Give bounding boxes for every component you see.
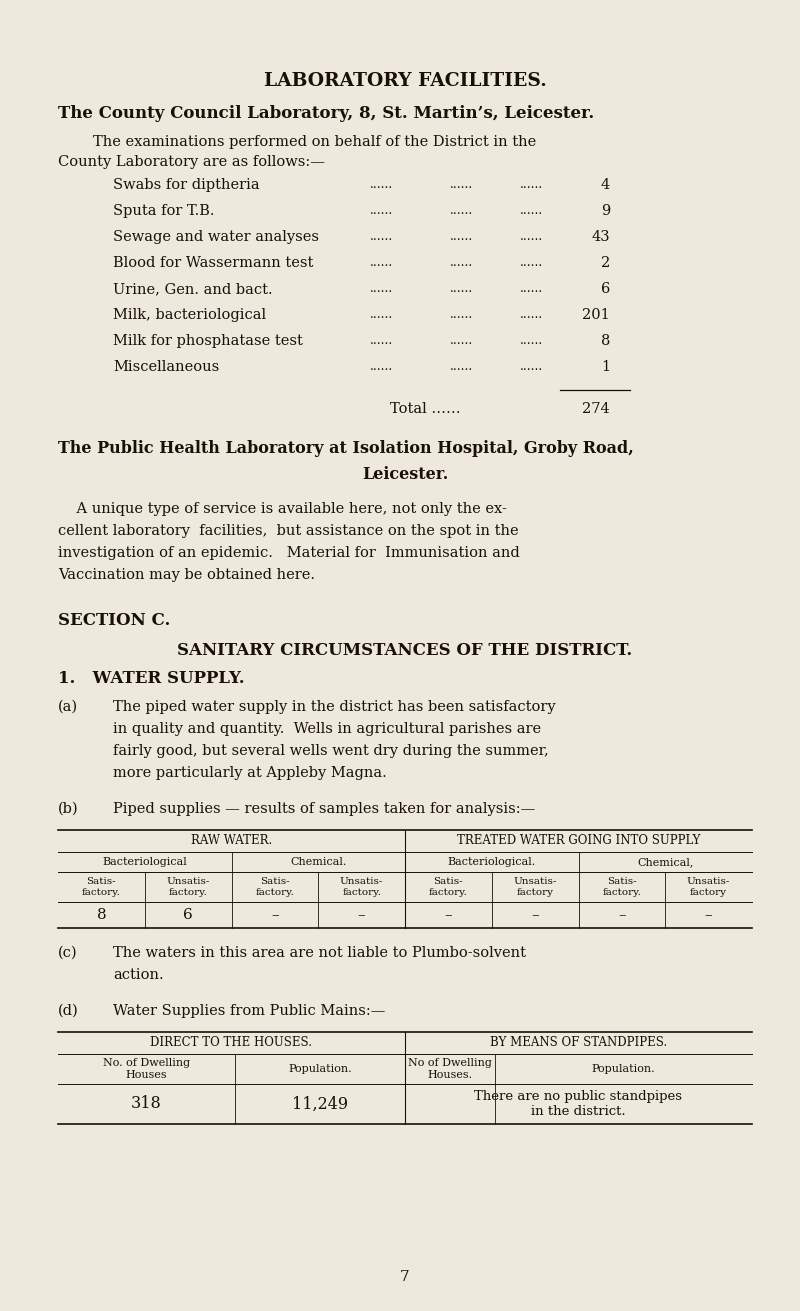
Text: ......: ...... bbox=[520, 282, 543, 295]
Text: 1: 1 bbox=[601, 361, 610, 374]
Text: Piped supplies — results of samples taken for analysis:—: Piped supplies — results of samples take… bbox=[113, 802, 535, 815]
Text: Population.: Population. bbox=[288, 1065, 352, 1074]
Text: TREATED WATER GOING INTO SUPPLY: TREATED WATER GOING INTO SUPPLY bbox=[457, 835, 700, 847]
Text: 318: 318 bbox=[131, 1096, 162, 1113]
Text: County Laboratory are as follows:—: County Laboratory are as follows:— bbox=[58, 155, 325, 169]
Text: Sputa for T.B.: Sputa for T.B. bbox=[113, 205, 214, 218]
Text: (b): (b) bbox=[58, 802, 78, 815]
Text: –: – bbox=[618, 909, 626, 922]
Text: (d): (d) bbox=[58, 1004, 78, 1019]
Text: Satis-
factory.: Satis- factory. bbox=[255, 877, 294, 897]
Text: 4: 4 bbox=[601, 178, 610, 191]
Text: ......: ...... bbox=[520, 178, 543, 191]
Text: Unsatis-
factory.: Unsatis- factory. bbox=[166, 877, 210, 897]
Text: ......: ...... bbox=[450, 205, 474, 218]
Text: Bacteriological.: Bacteriological. bbox=[448, 857, 536, 867]
Text: No of Dwelling
Houses.: No of Dwelling Houses. bbox=[408, 1058, 492, 1080]
Text: LABORATORY FACILITIES.: LABORATORY FACILITIES. bbox=[264, 72, 546, 90]
Text: ......: ...... bbox=[520, 229, 543, 243]
Text: DIRECT TO THE HOUSES.: DIRECT TO THE HOUSES. bbox=[150, 1037, 313, 1050]
Text: action.: action. bbox=[113, 968, 164, 982]
Text: ......: ...... bbox=[450, 282, 474, 295]
Text: ......: ...... bbox=[370, 334, 394, 347]
Text: Urine, Gen. and bact.: Urine, Gen. and bact. bbox=[113, 282, 273, 296]
Text: Satis-
factory.: Satis- factory. bbox=[602, 877, 642, 897]
Text: ......: ...... bbox=[370, 361, 394, 374]
Text: ......: ...... bbox=[520, 334, 543, 347]
Text: more particularly at Appleby Magna.: more particularly at Appleby Magna. bbox=[113, 766, 386, 780]
Text: ......: ...... bbox=[450, 229, 474, 243]
Text: (a): (a) bbox=[58, 700, 78, 714]
Text: Population.: Population. bbox=[592, 1065, 655, 1074]
Text: fairly good, but several wells went dry during the summer,: fairly good, but several wells went dry … bbox=[113, 745, 549, 758]
Text: 43: 43 bbox=[591, 229, 610, 244]
Text: The examinations performed on behalf of the District in the: The examinations performed on behalf of … bbox=[93, 135, 536, 149]
Text: Unsatis-
factory: Unsatis- factory bbox=[514, 877, 557, 897]
Text: ......: ...... bbox=[450, 178, 474, 191]
Text: ......: ...... bbox=[450, 334, 474, 347]
Text: –: – bbox=[358, 909, 366, 922]
Text: Blood for Wassermann test: Blood for Wassermann test bbox=[113, 256, 314, 270]
Text: Chemical,: Chemical, bbox=[637, 857, 694, 867]
Text: The Public Health Laboratory at Isolation Hospital, Groby Road,: The Public Health Laboratory at Isolatio… bbox=[58, 440, 634, 458]
Text: Total ……: Total …… bbox=[390, 402, 461, 416]
Text: investigation of an epidemic.   Material for  Immunisation and: investigation of an epidemic. Material f… bbox=[58, 545, 520, 560]
Text: 2: 2 bbox=[601, 256, 610, 270]
Text: cellent laboratory  facilities,  but assistance on the spot in the: cellent laboratory facilities, but assis… bbox=[58, 524, 518, 538]
Text: ......: ...... bbox=[450, 308, 474, 321]
Text: Miscellaneous: Miscellaneous bbox=[113, 361, 219, 374]
Text: 7: 7 bbox=[400, 1270, 410, 1283]
Text: Swabs for diptheria: Swabs for diptheria bbox=[113, 178, 260, 191]
Text: ......: ...... bbox=[370, 308, 394, 321]
Text: ......: ...... bbox=[370, 282, 394, 295]
Text: Bacteriological: Bacteriological bbox=[102, 857, 187, 867]
Text: Milk, bacteriological: Milk, bacteriological bbox=[113, 308, 266, 323]
Text: SANITARY CIRCUMSTANCES OF THE DISTRICT.: SANITARY CIRCUMSTANCES OF THE DISTRICT. bbox=[178, 642, 633, 659]
Text: Unsatis-
factory: Unsatis- factory bbox=[687, 877, 730, 897]
Text: ......: ...... bbox=[370, 256, 394, 269]
Text: 6: 6 bbox=[601, 282, 610, 296]
Text: ......: ...... bbox=[370, 178, 394, 191]
Text: 201: 201 bbox=[582, 308, 610, 323]
Text: BY MEANS OF STANDPIPES.: BY MEANS OF STANDPIPES. bbox=[490, 1037, 667, 1050]
Text: 8: 8 bbox=[97, 909, 106, 922]
Text: No. of Dwelling
Houses: No. of Dwelling Houses bbox=[103, 1058, 190, 1080]
Text: Sewage and water analyses: Sewage and water analyses bbox=[113, 229, 319, 244]
Text: Leicester.: Leicester. bbox=[362, 465, 448, 482]
Text: There are no public standpipes
in the district.: There are no public standpipes in the di… bbox=[474, 1089, 682, 1118]
Text: Milk for phosphatase test: Milk for phosphatase test bbox=[113, 334, 303, 347]
Text: 6: 6 bbox=[183, 909, 193, 922]
Text: A unique type of service is available here, not only the ex-: A unique type of service is available he… bbox=[58, 502, 507, 517]
Text: 1.   WATER SUPPLY.: 1. WATER SUPPLY. bbox=[58, 670, 245, 687]
Text: Satis-
factory.: Satis- factory. bbox=[82, 877, 121, 897]
Text: The County Council Laboratory, 8, St. Martin’s, Leicester.: The County Council Laboratory, 8, St. Ma… bbox=[58, 105, 594, 122]
Text: The piped water supply in the district has been satisfactory: The piped water supply in the district h… bbox=[113, 700, 556, 714]
Text: in quality and quantity.  Wells in agricultural parishes are: in quality and quantity. Wells in agricu… bbox=[113, 722, 541, 735]
Text: 274: 274 bbox=[582, 402, 610, 416]
Text: The waters in this area are not liable to Plumbo-solvent: The waters in this area are not liable t… bbox=[113, 947, 526, 960]
Text: SECTION C.: SECTION C. bbox=[58, 612, 170, 629]
Text: Vaccination may be obtained here.: Vaccination may be obtained here. bbox=[58, 568, 315, 582]
Text: Satis-
factory.: Satis- factory. bbox=[429, 877, 468, 897]
Text: 11,249: 11,249 bbox=[292, 1096, 348, 1113]
Text: RAW WATER.: RAW WATER. bbox=[191, 835, 272, 847]
Text: ......: ...... bbox=[520, 308, 543, 321]
Text: 9: 9 bbox=[601, 205, 610, 218]
Text: ......: ...... bbox=[520, 205, 543, 218]
Text: ......: ...... bbox=[520, 361, 543, 374]
Text: –: – bbox=[531, 909, 539, 922]
Text: 8: 8 bbox=[601, 334, 610, 347]
Text: ......: ...... bbox=[450, 256, 474, 269]
Text: ......: ...... bbox=[370, 205, 394, 218]
Text: –: – bbox=[271, 909, 278, 922]
Text: –: – bbox=[705, 909, 713, 922]
Text: (c): (c) bbox=[58, 947, 78, 960]
Text: Unsatis-
factory.: Unsatis- factory. bbox=[340, 877, 383, 897]
Text: Chemical.: Chemical. bbox=[290, 857, 346, 867]
Text: ......: ...... bbox=[520, 256, 543, 269]
Text: –: – bbox=[445, 909, 452, 922]
Text: ......: ...... bbox=[450, 361, 474, 374]
Text: Water Supplies from Public Mains:—: Water Supplies from Public Mains:— bbox=[113, 1004, 386, 1019]
Text: ......: ...... bbox=[370, 229, 394, 243]
